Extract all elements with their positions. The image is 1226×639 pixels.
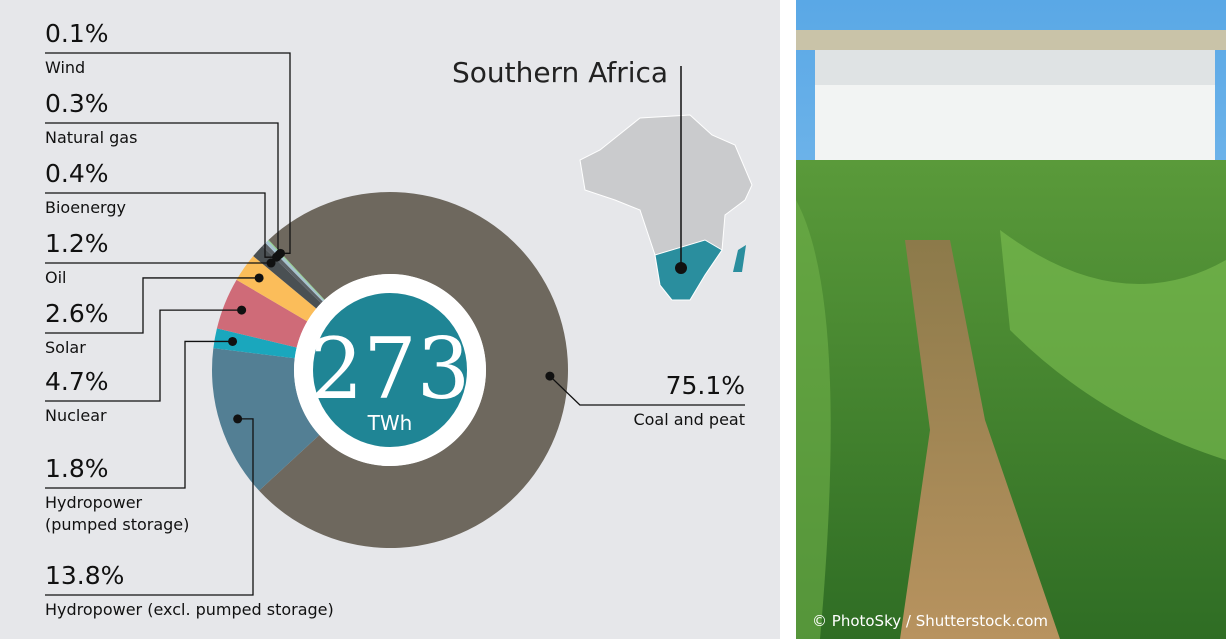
leader-line — [45, 340, 233, 489]
donut-slice — [259, 192, 568, 549]
value-label: 0.3% — [45, 89, 109, 118]
value-label: 1.8% — [45, 454, 109, 483]
value-label: 0.4% — [45, 159, 109, 188]
leader-line — [45, 192, 277, 258]
leader-dot — [276, 248, 286, 258]
value-label: 75.1% — [665, 371, 745, 400]
map-title: Southern Africa — [452, 56, 668, 89]
legend-label: Hydropower (pumped storage) — [45, 493, 190, 534]
donut-slice — [216, 279, 308, 348]
leader-line — [45, 418, 254, 596]
leader-line — [45, 309, 242, 402]
value-label: 2.6% — [45, 299, 109, 328]
leader-dot — [233, 414, 243, 424]
leader-line — [45, 277, 260, 334]
legend-label: Solar — [45, 338, 86, 357]
photo-credit: © PhotoSky / Shutterstock.com — [812, 612, 1049, 630]
value-label: 1.2% — [45, 229, 109, 258]
legend-label: Bioenergy — [45, 198, 126, 217]
photo — [796, 0, 1226, 639]
leader-dot — [254, 273, 264, 283]
value-label: 0.1% — [45, 19, 109, 48]
donut-slice — [213, 328, 297, 359]
leader-dot — [228, 336, 238, 346]
value-label: 13.8% — [45, 561, 125, 590]
leader-dot — [237, 305, 247, 315]
leader-line — [549, 375, 745, 406]
center-disc — [313, 293, 467, 447]
value-label: 4.7% — [45, 367, 109, 396]
center-unit: TWh — [367, 411, 413, 435]
legend-label: Oil — [45, 268, 67, 287]
legend-label: Nuclear — [45, 406, 107, 425]
leader-dot — [545, 371, 555, 381]
donut-slice — [212, 348, 320, 491]
leader-line — [45, 52, 291, 254]
legend-label: Wind — [45, 58, 86, 77]
leader-dot — [266, 258, 276, 268]
donut-slice — [236, 256, 317, 322]
legend-label: Hydropower (excl. pumped storage) — [45, 600, 334, 619]
legend-label: Coal and peat — [633, 410, 745, 429]
center-value: 273 — [310, 320, 470, 418]
africa-map — [579, 66, 753, 301]
legend-label: Natural gas — [45, 128, 138, 147]
